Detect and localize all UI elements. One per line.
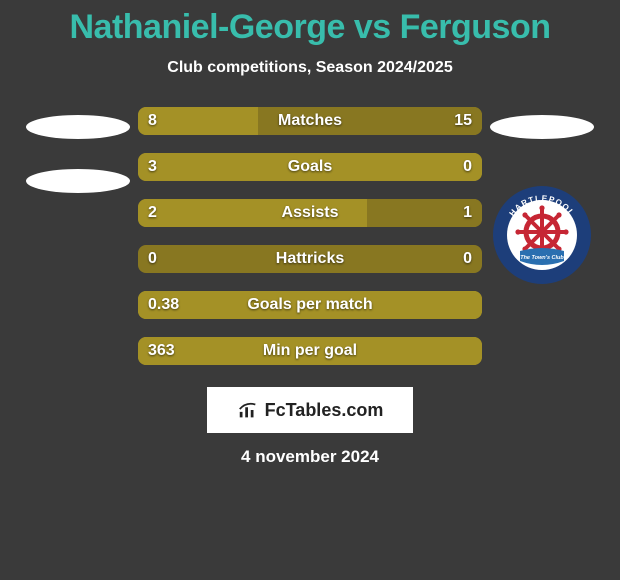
stat-value-left: 3 [148, 158, 157, 176]
stat-value-right: 15 [454, 112, 472, 130]
infographic-container: Nathaniel-George vs Ferguson Club compet… [0, 0, 620, 580]
stat-label: Assists [282, 204, 339, 222]
player-photo-placeholder [26, 115, 130, 139]
fctables-text: FcTables.com [265, 400, 384, 421]
stat-value-right: 1 [463, 204, 472, 222]
stats-column: Matches815Goals30Assists21Hattricks00Goa… [138, 107, 482, 365]
stat-bar-goals: Goals 3 0 [138, 153, 482, 181]
right-player-column: HARTLEPOOL UNITED F.C [482, 107, 602, 285]
stat-value-left: 0 [148, 250, 157, 268]
stat-bar-goals-per-match: Goals per match 0.38 [138, 291, 482, 319]
chart-icon [237, 399, 259, 421]
stat-value-left: 0.38 [148, 296, 179, 314]
club-badge-hartlepool: HARTLEPOOL UNITED F.C [492, 185, 592, 285]
stat-bar-hattricks: Hattricks 0 0 [138, 245, 482, 273]
player-photo-placeholder [490, 115, 594, 139]
left-player-column [18, 107, 138, 223]
subtitle: Club competitions, Season 2024/2025 [0, 59, 620, 77]
stat-label: Goals [288, 158, 332, 176]
stat-bar-min-per-goal: Min per goal 363 [138, 337, 482, 365]
stat-label: Hattricks [276, 250, 344, 268]
stat-label: Goals per match [247, 296, 372, 314]
stat-label: Min per goal [263, 342, 357, 360]
stat-value-left: 2 [148, 204, 157, 222]
stat-label: Matches [278, 112, 342, 130]
badge-motto: The Town's Club [520, 255, 564, 261]
fctables-logo[interactable]: FcTables.com [207, 387, 413, 433]
stat-value-left: 8 [148, 112, 157, 130]
stat-bar-assists: Assists 2 1 [138, 199, 482, 227]
stat-value-right: 0 [463, 158, 472, 176]
stat-value-left: 363 [148, 342, 175, 360]
page-title: Nathaniel-George vs Ferguson [0, 0, 620, 47]
stat-value-right: 0 [463, 250, 472, 268]
date-label: 4 november 2024 [0, 447, 620, 467]
stat-bar-matches: Matches 8 15 [138, 107, 482, 135]
content-row: Matches815Goals30Assists21Hattricks00Goa… [0, 107, 620, 365]
club-badge-placeholder [26, 169, 130, 193]
